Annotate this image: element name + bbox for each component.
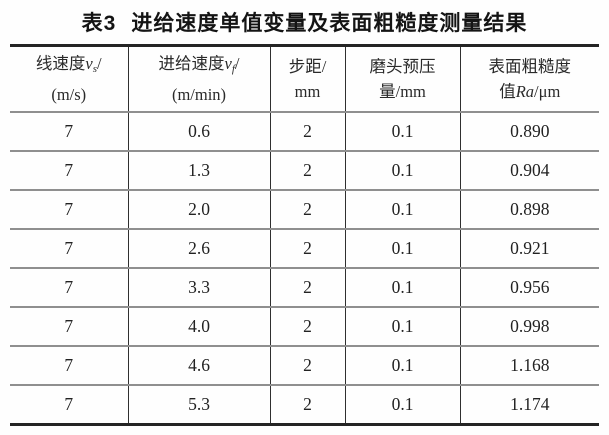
table-cell: 7 <box>10 384 128 425</box>
table-cell: 0.904 <box>459 150 599 190</box>
table-cell: 0.1 <box>344 384 460 425</box>
header-preload-unit: 量/mm <box>379 82 426 101</box>
unit-slash: / <box>97 54 102 73</box>
header-roughness: 表面粗糙度 值Ra/μm <box>459 45 600 113</box>
table-cell: 0.890 <box>459 112 599 151</box>
table-cell: 2 <box>269 306 345 346</box>
table-cell: 7 <box>10 228 128 268</box>
header-row: 线速度vs/ (m/s) 进给速度vf/ (m/min) 步距/ mm 磨头预压… <box>10 45 600 113</box>
header-preload: 磨头预压 量/mm <box>344 45 460 113</box>
table-cell: 2 <box>269 228 345 268</box>
paper-page: 表3 进给速度单值变量及表面粗糙度测量结果 线速度vs/ (m/s) 进给速度v… <box>0 0 609 426</box>
table-cell: 0.998 <box>459 306 599 346</box>
header-preload-label: 磨头预压 <box>369 57 436 76</box>
header-line-speed: 线速度vs/ (m/s) <box>10 45 128 113</box>
variable-symbol: Ra <box>515 82 535 101</box>
table-cell: 0.1 <box>344 228 460 268</box>
table-row: 7 2.0 2 0.1 0.898 <box>10 189 599 229</box>
table-cell: 2 <box>269 267 345 307</box>
table-cell: 0.898 <box>459 189 599 229</box>
table-cell: 2 <box>269 384 345 425</box>
table-cell: 5.3 <box>127 384 270 425</box>
table-body: 7 0.6 2 0.1 0.890 7 1.3 2 0.1 0.904 7 2.0 2 0.1 0.898 7… <box>10 112 599 425</box>
table-row: 7 3.3 2 0.1 0.956 <box>10 267 599 307</box>
header-text: 线速度 <box>35 54 86 73</box>
table-row: 7 4.0 2 0.1 0.998 <box>10 306 599 346</box>
table-cell: 7 <box>10 306 128 346</box>
table-cell: 0.1 <box>344 345 460 385</box>
table-cell: 7 <box>10 189 128 229</box>
table-cell: 2 <box>269 150 345 190</box>
table-cell: 7 <box>64 121 74 141</box>
unit-text: /μm <box>534 82 561 101</box>
table-cell: 1.174 <box>459 384 599 425</box>
variable-subscript: s <box>92 63 97 75</box>
table-cell: 0.1 <box>344 150 460 190</box>
header-line-speed-unit: (m/s) <box>51 85 87 104</box>
table-row: 7 0.6 2 0.1 0.890 <box>10 112 599 151</box>
table-caption: 表3 进给速度单值变量及表面粗糙度测量结果 <box>0 0 609 44</box>
header-step-distance-unit: mm <box>294 82 321 101</box>
header-step-distance: 步距/ mm <box>269 45 345 113</box>
table-cell: 0.6 <box>127 112 270 151</box>
header-text: 进给速度 <box>158 54 225 73</box>
table-cell: 1.168 <box>459 345 599 385</box>
table-cell: 0.1 <box>344 112 460 151</box>
table-row: 7 1.3 2 0.1 0.904 <box>10 150 599 190</box>
table-cell: 2.0 <box>127 189 270 229</box>
table-row: 7 2.6 2 0.1 0.921 <box>10 228 599 268</box>
header-feed-speed-symbol: 进给速度vf/ <box>129 51 270 82</box>
table-cell: 7 <box>10 150 128 190</box>
table-cell: 0.1 <box>344 306 460 346</box>
table-cell: 4.6 <box>127 345 270 385</box>
table-cell: 2 <box>269 112 345 151</box>
table-cell: 0.956 <box>459 267 599 307</box>
results-table: 线速度vs/ (m/s) 进给速度vf/ (m/min) 步距/ mm 磨头预压… <box>10 44 599 426</box>
header-line-speed-symbol: 线速度vs/ <box>10 51 128 82</box>
table-cell: 0.1 <box>344 267 460 307</box>
header-roughness-unit: 值Ra/μm <box>461 79 600 104</box>
table-cell: 4.0 <box>127 306 270 346</box>
table-cell: 2 <box>269 189 345 229</box>
header-roughness-label: 表面粗糙度 <box>488 57 572 76</box>
table-cell: 0.1 <box>344 189 460 229</box>
table-row: 7 4.6 2 0.1 1.168 <box>10 345 599 385</box>
table-header: 线速度vs/ (m/s) 进给速度vf/ (m/min) 步距/ mm 磨头预压… <box>10 45 600 113</box>
header-feed-speed-unit: (m/min) <box>171 85 227 104</box>
table-number: 表3 <box>81 12 117 35</box>
table-cell: 2 <box>269 345 345 385</box>
header-text: 值 <box>499 82 516 101</box>
table-cell: 2.6 <box>127 228 270 268</box>
table-cell: 3.3 <box>127 267 270 307</box>
table-row: 7 5.3 2 0.1 1.174 <box>10 384 599 425</box>
variable-symbol: v <box>224 54 232 73</box>
table-cell: 0.921 <box>459 228 599 268</box>
variable-symbol: v <box>85 54 93 73</box>
table-cell: 7 <box>10 267 128 307</box>
table-cell: 1.3 <box>127 150 270 190</box>
header-feed-speed: 进给速度vf/ (m/min) <box>127 45 270 113</box>
header-step-distance-label: 步距/ <box>288 57 327 76</box>
table-caption-text: 进给速度单值变量及表面粗糙度测量结果 <box>131 12 528 35</box>
table-cell: 7 <box>10 345 128 385</box>
unit-slash: / <box>234 54 240 73</box>
variable-subscript: f <box>231 63 235 75</box>
